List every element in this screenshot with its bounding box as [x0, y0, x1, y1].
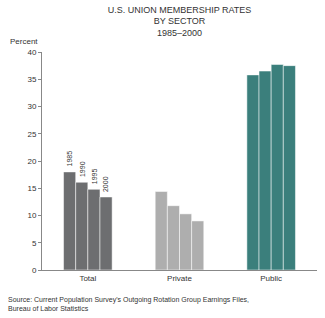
- svg-text:40: 40: [27, 48, 36, 57]
- svg-text:Source: Current Population Sur: Source: Current Population Survey's Outg…: [8, 296, 249, 312]
- svg-text:1995: 1995: [91, 169, 98, 185]
- svg-text:15: 15: [27, 184, 36, 193]
- svg-text:Public: Public: [260, 274, 282, 283]
- svg-text:2000: 2000: [102, 176, 109, 192]
- svg-text:Private: Private: [167, 274, 192, 283]
- svg-text:20: 20: [27, 157, 36, 166]
- svg-text:1985: 1985: [66, 151, 73, 167]
- svg-text:0: 0: [32, 266, 37, 275]
- svg-text:U.S. UNION MEMBERSHIP RATESBY: U.S. UNION MEMBERSHIP RATESBY SECTOR1985…: [108, 5, 252, 38]
- svg-text:25: 25: [27, 130, 36, 139]
- svg-text:Percent: Percent: [10, 37, 38, 46]
- svg-text:10: 10: [27, 211, 36, 220]
- svg-text:35: 35: [27, 75, 36, 84]
- svg-text:1990: 1990: [79, 161, 86, 177]
- svg-text:5: 5: [32, 239, 37, 248]
- svg-text:30: 30: [27, 102, 36, 111]
- svg-text:Total: Total: [79, 274, 96, 283]
